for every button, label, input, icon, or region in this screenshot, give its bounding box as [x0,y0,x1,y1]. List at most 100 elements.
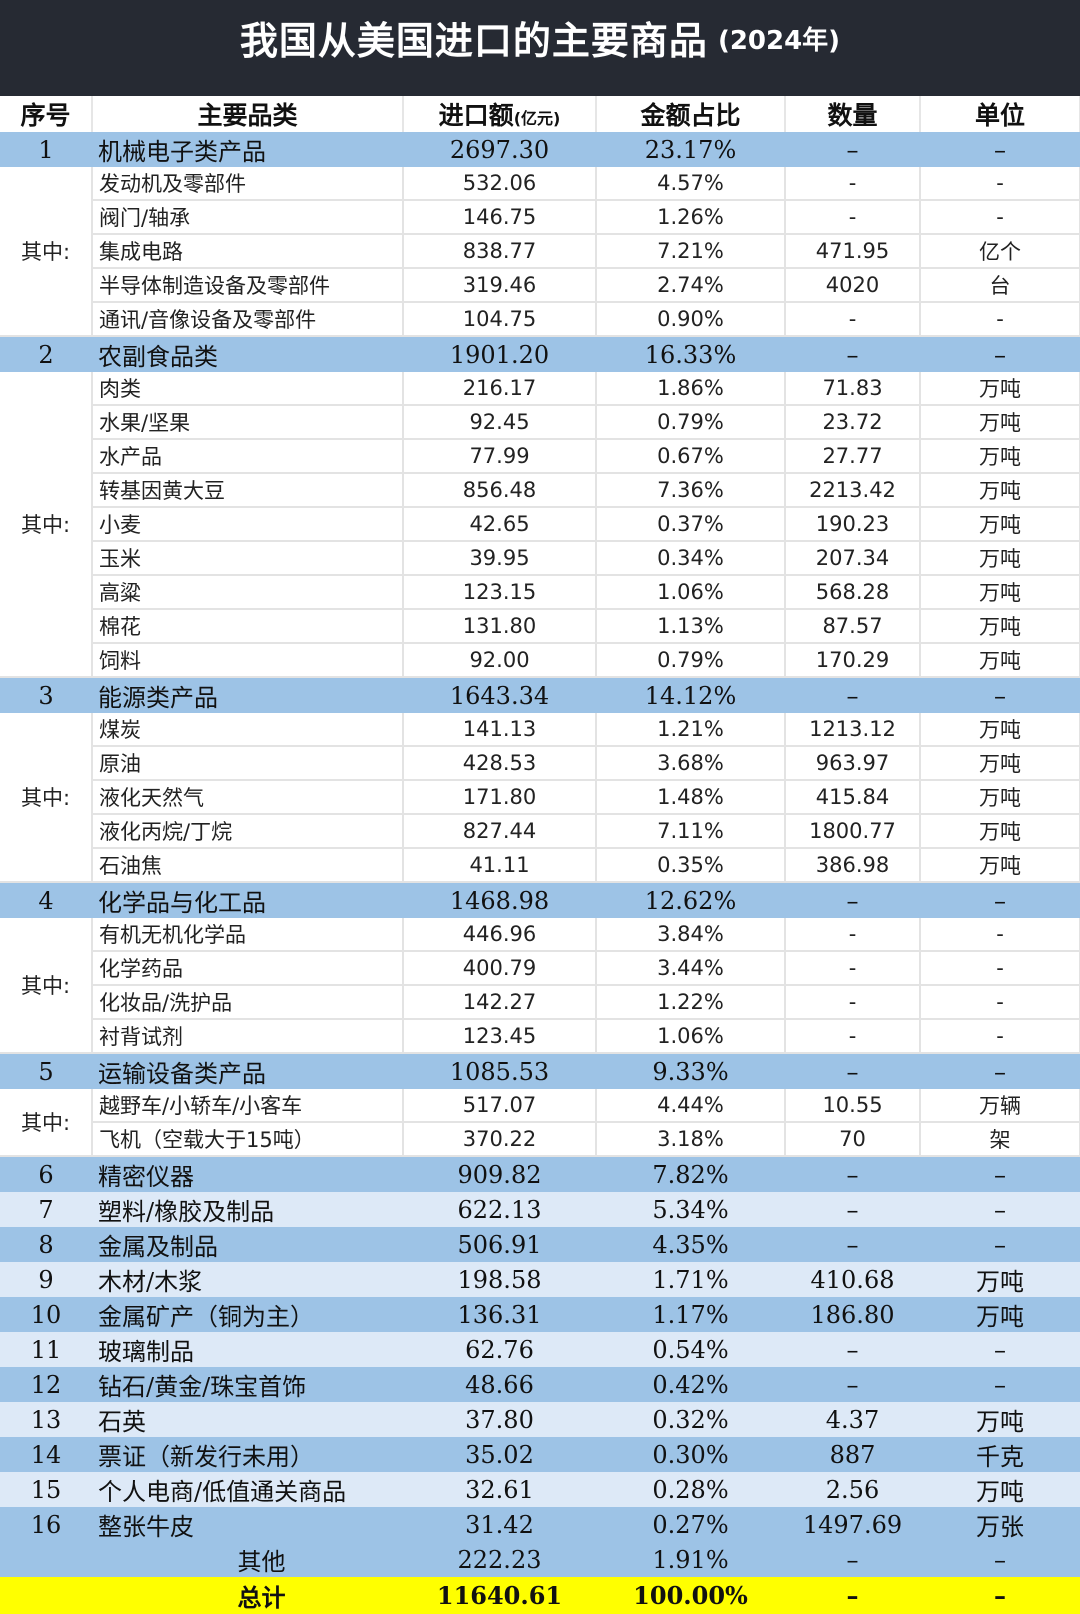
category-quantity: – [785,336,920,372]
category-unit: – [920,882,1080,918]
subcategory-name: 高粱 [92,575,404,610]
title-year: (2024年) [717,26,841,56]
subcategory-name: 煤炭 [92,713,404,747]
subcategory-row: 其中: 发动机及零部件 532.06 4.57% - - [0,167,1080,337]
subcategory-row: 衬背试剂 123.45 1.06% - - [0,1019,1080,1054]
category-quantity: 1497.69 [785,1507,920,1542]
subcategory-name: 有机无机化学品 [92,918,404,952]
subcategory-quantity: 4020 [785,268,921,303]
subcategory-unit: 万吨 [920,713,1080,747]
category-quantity: 186.80 [785,1297,920,1332]
subcategory-unit: - [920,918,1080,952]
subcategory-row: 其中: 肉类 216.17 1.86% 71.83 万吨 [0,372,1080,678]
subcategory-unit: 万吨 [920,507,1080,542]
subcategory-name: 棉花 [92,609,404,644]
subcategory-share: 3.18% [596,1122,786,1157]
category-unit: 千克 [920,1437,1080,1472]
subcategory-row: 化学药品 400.79 3.44% - - [0,951,1080,986]
category-unit: – [920,677,1080,713]
header-no: 序号 [0,96,93,132]
category-unit: – [920,132,1080,167]
subcategory-unit: 万吨 [920,439,1080,474]
subcategory-share: 1.13% [596,609,786,644]
subcategory-name: 水果/坚果 [92,405,404,440]
subcategory-quantity: 170.29 [785,643,921,678]
row-number: 9 [0,1262,92,1297]
subcategory-amount: 123.45 [403,1019,597,1054]
category-row: 9 木材/木浆 198.58 1.71% 410.68 万吨 [0,1262,1080,1297]
subcategory-amount: 827.44 [403,814,597,849]
total-share: 100.00% [596,1577,785,1614]
subcategory-name: 化学药品 [92,951,404,986]
subcategory-unit: 万吨 [920,372,1080,406]
subcategory-quantity: 23.72 [785,405,921,440]
subcategory-share: 1.06% [596,1019,786,1054]
category-quantity: – [785,132,920,167]
subcategory-row: 其中: 有机无机化学品 446.96 3.84% - - [0,918,1080,1054]
category-row: 15 个人电商/低值通关商品 32.61 0.28% 2.56 万吨 [0,1472,1080,1507]
subcategory-quantity: 207.34 [785,541,921,576]
category-share: 0.54% [596,1332,785,1367]
category-share: 23.17% [596,132,785,167]
category-unit: 万吨 [920,1402,1080,1437]
subcategory-amount: 517.07 [403,1089,597,1123]
subcategory-share: 3.68% [596,746,786,781]
category-row: 13 石英 37.80 0.32% 4.37 万吨 [0,1402,1080,1437]
category-name: 农副食品类 [92,336,403,372]
category-amount: 622.13 [403,1192,596,1227]
category-quantity: – [785,677,920,713]
subcategory-share: 0.37% [596,507,786,542]
category-unit: 万吨 [920,1297,1080,1332]
qizhong-label: 其中: [0,1089,93,1157]
category-row: 5 运输设备类产品 1085.53 9.33% – – [0,1053,1080,1089]
subcategory-quantity: 87.57 [785,609,921,644]
subcategory-unit: - [920,985,1080,1020]
subcategory-row: 玉米 39.95 0.34% 207.34 万吨 [0,541,1080,576]
subcategory-amount: 446.96 [403,918,597,952]
category-unit: – [920,1332,1080,1367]
subcategory-amount: 141.13 [403,713,597,747]
category-name: 玻璃制品 [92,1332,403,1367]
subcategory-name: 发动机及零部件 [92,167,404,201]
category-row: 10 金属矿产（铜为主） 136.31 1.17% 186.80 万吨 [0,1297,1080,1332]
subcategory-name: 衬背试剂 [92,1019,404,1054]
subcategory-name: 化妆品/洗护品 [92,985,404,1020]
category-name: 能源类产品 [92,677,403,713]
page-title: 我国从美国进口的主要商品 [239,19,708,63]
other-row: 其他 222.23 1.91% – – [0,1542,1080,1577]
subcategory-share: 0.90% [596,302,786,337]
subcategory-amount: 42.65 [403,507,597,542]
row-number: 6 [0,1156,92,1192]
subcategory-unit: 万辆 [920,1089,1080,1123]
subcategory-quantity: 1213.12 [785,713,921,747]
category-unit: 万张 [920,1507,1080,1542]
subcategory-name: 飞机（空载大于15吨） [92,1122,404,1157]
row-number: 10 [0,1297,92,1332]
category-amount: 32.61 [403,1472,596,1507]
subcategory-share: 1.06% [596,575,786,610]
category-amount: 1901.20 [403,336,596,372]
subcategory-amount: 92.45 [403,405,597,440]
header-unit: 单位 [920,96,1080,132]
total-unit: – [920,1577,1080,1614]
category-name: 精密仪器 [92,1156,403,1192]
category-share: 1.17% [596,1297,785,1332]
row-number: 4 [0,882,92,918]
subcategory-share: 1.26% [596,200,786,235]
other-amount: 222.23 [403,1542,596,1577]
category-amount: 35.02 [403,1437,596,1472]
category-amount: 909.82 [403,1156,596,1192]
category-amount: 31.42 [403,1507,596,1542]
category-row: 2 农副食品类 1901.20 16.33% – – [0,336,1080,372]
subcategory-row: 半导体制造设备及零部件 319.46 2.74% 4020 台 [0,268,1080,303]
row-number: 3 [0,677,92,713]
subcategory-share: 4.57% [596,167,786,201]
subcategory-share: 0.79% [596,643,786,678]
subcategory-unit: - [920,200,1080,235]
category-quantity: 4.37 [785,1402,920,1437]
subcategory-name: 集成电路 [92,234,404,269]
subcategory-amount: 146.75 [403,200,597,235]
category-unit: – [920,1192,1080,1227]
subcategory-share: 2.74% [596,268,786,303]
subcategory-amount: 39.95 [403,541,597,576]
